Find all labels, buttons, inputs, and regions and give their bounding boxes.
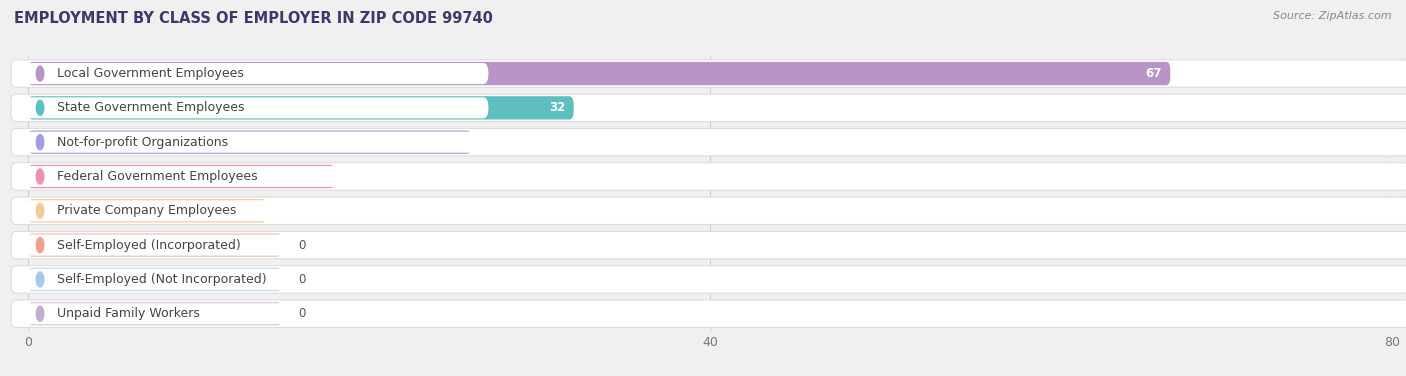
FancyBboxPatch shape <box>14 269 488 290</box>
Circle shape <box>37 66 44 81</box>
Text: Federal Government Employees: Federal Government Employees <box>58 170 257 183</box>
FancyBboxPatch shape <box>28 165 335 188</box>
FancyBboxPatch shape <box>11 163 1406 190</box>
FancyBboxPatch shape <box>14 235 488 256</box>
Text: 18: 18 <box>311 170 326 183</box>
Text: 67: 67 <box>1146 67 1161 80</box>
Circle shape <box>37 100 44 115</box>
FancyBboxPatch shape <box>11 300 1406 327</box>
FancyBboxPatch shape <box>11 266 1406 293</box>
FancyBboxPatch shape <box>28 302 281 325</box>
Text: 32: 32 <box>548 102 565 114</box>
Text: 26: 26 <box>447 136 463 149</box>
Circle shape <box>37 272 44 287</box>
FancyBboxPatch shape <box>28 268 281 291</box>
FancyBboxPatch shape <box>28 130 471 154</box>
FancyBboxPatch shape <box>14 200 488 221</box>
FancyBboxPatch shape <box>14 63 488 84</box>
FancyBboxPatch shape <box>28 62 1170 85</box>
FancyBboxPatch shape <box>28 96 574 120</box>
FancyBboxPatch shape <box>14 166 488 187</box>
Circle shape <box>37 135 44 150</box>
Text: Self-Employed (Incorporated): Self-Employed (Incorporated) <box>58 239 240 252</box>
Circle shape <box>37 203 44 218</box>
Circle shape <box>37 306 44 321</box>
FancyBboxPatch shape <box>28 199 267 223</box>
Text: 0: 0 <box>298 307 305 320</box>
FancyBboxPatch shape <box>14 132 488 153</box>
FancyBboxPatch shape <box>11 60 1406 87</box>
Text: Local Government Employees: Local Government Employees <box>58 67 245 80</box>
Text: 0: 0 <box>298 273 305 286</box>
Text: Unpaid Family Workers: Unpaid Family Workers <box>58 307 200 320</box>
FancyBboxPatch shape <box>14 97 488 118</box>
Text: 0: 0 <box>298 239 305 252</box>
FancyBboxPatch shape <box>11 94 1406 121</box>
Text: Source: ZipAtlas.com: Source: ZipAtlas.com <box>1274 11 1392 21</box>
Text: Private Company Employees: Private Company Employees <box>58 204 236 217</box>
Text: Not-for-profit Organizations: Not-for-profit Organizations <box>58 136 228 149</box>
Circle shape <box>37 169 44 184</box>
FancyBboxPatch shape <box>28 233 281 257</box>
FancyBboxPatch shape <box>11 231 1406 259</box>
Text: 14: 14 <box>242 204 259 217</box>
FancyBboxPatch shape <box>11 129 1406 156</box>
Text: Self-Employed (Not Incorporated): Self-Employed (Not Incorporated) <box>58 273 267 286</box>
Circle shape <box>37 238 44 253</box>
Text: EMPLOYMENT BY CLASS OF EMPLOYER IN ZIP CODE 99740: EMPLOYMENT BY CLASS OF EMPLOYER IN ZIP C… <box>14 11 494 26</box>
Text: State Government Employees: State Government Employees <box>58 102 245 114</box>
FancyBboxPatch shape <box>14 303 488 324</box>
FancyBboxPatch shape <box>11 197 1406 224</box>
